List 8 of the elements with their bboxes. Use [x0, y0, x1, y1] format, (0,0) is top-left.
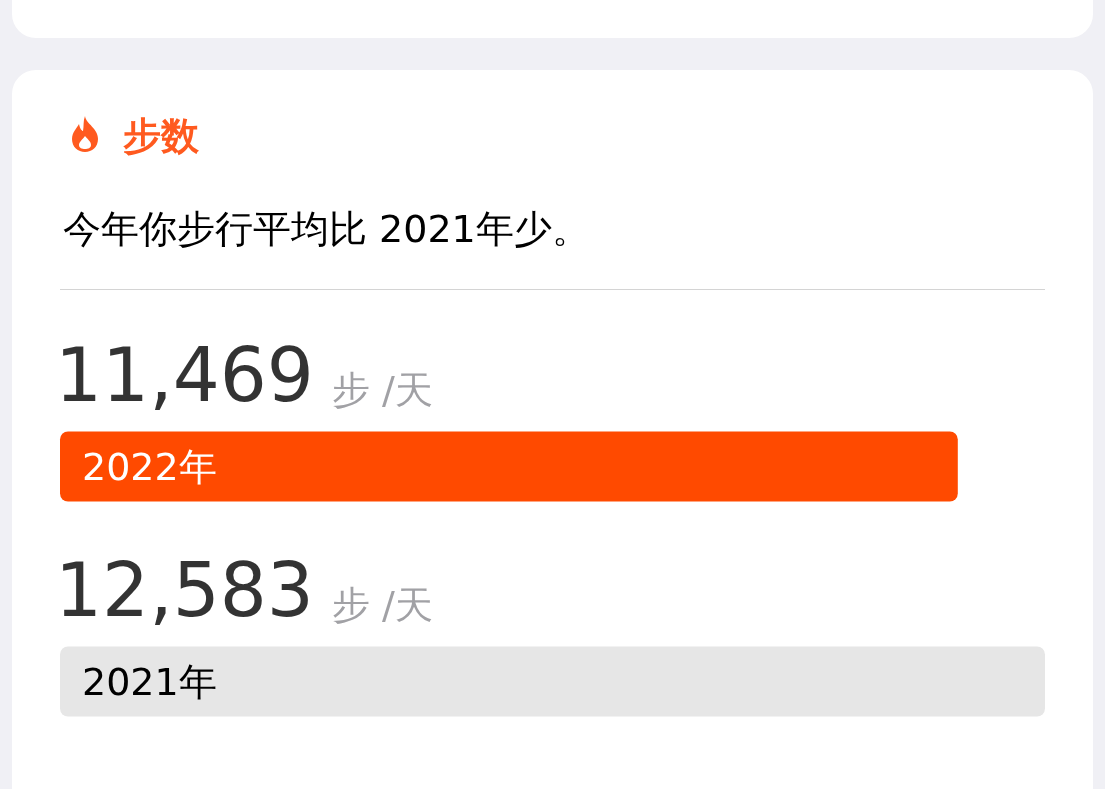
data-label: 12,583 [55, 546, 314, 633]
y-tick-label: 2022年 [82, 444, 217, 489]
chart-title: 步数 [123, 114, 200, 158]
y-tick-label: 2021年 [82, 659, 217, 704]
chart-subtitle: 今年你步行平均比 2021年少。 [63, 207, 590, 251]
text: 步 /天 [332, 582, 433, 627]
data-label: 11,469 [55, 331, 314, 418]
x-axis-title: 步 /天 [319, 367, 433, 412]
